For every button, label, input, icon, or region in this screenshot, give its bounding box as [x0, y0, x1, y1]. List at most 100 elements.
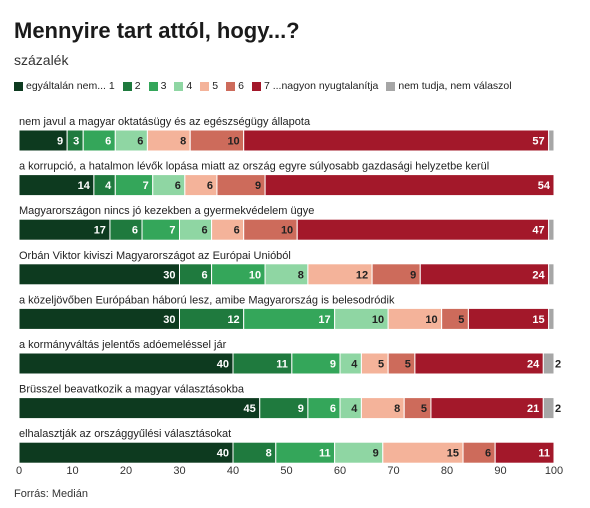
data-label: 6: [137, 136, 143, 148]
legend-item: 7 ...nagyon nyugtalanítja: [251, 80, 379, 92]
legend-label: 7 ...nagyon nyugtalanítja: [263, 80, 379, 92]
data-label: 30: [163, 269, 175, 281]
legend-label: 2: [134, 80, 141, 92]
bar-segment: [548, 263, 555, 286]
legend-label: 3: [160, 80, 167, 92]
data-label: 8: [266, 448, 272, 460]
data-label: 12: [227, 314, 239, 326]
legend-label: 5: [212, 80, 219, 92]
data-label: 15: [532, 314, 544, 326]
legend-item: 4: [174, 80, 192, 92]
data-label: 3: [73, 136, 79, 148]
data-label: 14: [78, 180, 91, 192]
data-label: 5: [378, 359, 384, 371]
data-label: 6: [201, 269, 207, 281]
bar-segment: [18, 307, 180, 330]
data-label: 57: [532, 136, 544, 148]
bar-segment: [296, 218, 550, 241]
data-label: 6: [201, 225, 207, 237]
legend-swatch: [200, 81, 210, 91]
data-label: 24: [532, 269, 545, 281]
data-label: 4: [351, 359, 358, 371]
data-label: 10: [281, 225, 293, 237]
category-label: a korrupció, a hatalmon lévők lopása mia…: [19, 161, 489, 173]
bar-segment: [264, 174, 555, 197]
legend-swatch: [226, 81, 236, 91]
chart-title: Mennyire tart attól, hogy...?: [14, 18, 300, 43]
legend-item: nem tudja, nem válaszol: [386, 80, 512, 92]
data-label: 24: [527, 359, 540, 371]
category-label: Orbán Viktor kiviszi Magyarországot az E…: [19, 250, 291, 262]
legend-item: 5: [200, 80, 218, 92]
data-label: 10: [227, 136, 239, 148]
data-label: 9: [298, 403, 304, 415]
bar-segment: [548, 129, 555, 152]
category-label: Brüsszel beavatkozik a magyar választáso…: [19, 384, 245, 396]
data-label: 8: [180, 136, 186, 148]
data-label: 6: [207, 180, 213, 192]
data-label: 17: [318, 314, 330, 326]
legend-label: 4: [186, 80, 193, 92]
bar-segment: [548, 218, 555, 241]
category-label: nem javul a magyar oktatásügy és az egés…: [19, 116, 311, 128]
data-label: 15: [447, 448, 459, 460]
x-tick-label: 70: [387, 465, 399, 477]
legend-item: 3: [148, 80, 167, 92]
bar-segment: [18, 352, 234, 375]
data-label: 40: [217, 359, 229, 371]
data-label: 6: [105, 136, 111, 148]
data-label: 9: [255, 180, 261, 192]
data-label: 7: [169, 225, 175, 237]
data-label: 6: [330, 403, 336, 415]
data-label: 5: [421, 403, 427, 415]
legend-item: 6: [226, 80, 244, 92]
legend-item: egyáltalán nem... 1: [14, 80, 115, 92]
source-note: Forrás: Medián: [14, 488, 88, 500]
legend-label: egyáltalán nem... 1: [26, 80, 115, 92]
x-tick-label: 50: [280, 465, 292, 477]
category-label: a közeljövőben Európában háború lesz, am…: [19, 294, 395, 306]
data-label: 2: [555, 359, 561, 371]
bar-segment: [243, 129, 550, 152]
data-label: 6: [132, 225, 138, 237]
data-label: 9: [373, 448, 379, 460]
data-label: 6: [234, 225, 240, 237]
bar-segment: [542, 352, 555, 375]
data-label: 5: [458, 314, 464, 326]
data-label: 47: [532, 225, 544, 237]
data-label: 6: [485, 448, 491, 460]
x-tick-label: 40: [227, 465, 239, 477]
bar-segment: [548, 307, 555, 330]
category-label: Magyarországon nincs jó kezekben a gyerm…: [19, 205, 314, 217]
x-tick-label: 100: [545, 465, 563, 477]
legend-swatch: [14, 81, 23, 91]
data-label: 11: [276, 359, 288, 371]
legend: egyáltalán nem... 1 2 3 4 5 6 7 ...nagyon nyug…: [14, 80, 520, 92]
data-label: 8: [298, 269, 304, 281]
data-label: 11: [319, 448, 331, 460]
chart-subtitle: százalék: [14, 52, 69, 68]
data-label: 30: [163, 314, 175, 326]
data-label: 21: [527, 403, 539, 415]
x-tick-label: 0: [16, 465, 22, 477]
legend-swatch: [122, 81, 132, 91]
data-label: 11: [538, 448, 550, 460]
data-label: 8: [394, 403, 400, 415]
data-label: 12: [356, 269, 368, 281]
bar-segment: [414, 352, 544, 375]
data-label: 10: [249, 269, 261, 281]
data-label: 2: [555, 403, 561, 415]
data-label: 6: [175, 180, 181, 192]
bar-segment: [18, 263, 180, 286]
legend-item: 2: [122, 80, 141, 92]
legend-swatch: [251, 81, 261, 91]
legend-label: 6: [238, 80, 244, 92]
data-label: 17: [94, 225, 106, 237]
data-label: 10: [425, 314, 437, 326]
x-tick-label: 90: [494, 465, 506, 477]
data-label: 40: [217, 448, 229, 460]
bar-segment: [18, 397, 261, 420]
data-label: 45: [244, 403, 256, 415]
data-label: 9: [410, 269, 416, 281]
